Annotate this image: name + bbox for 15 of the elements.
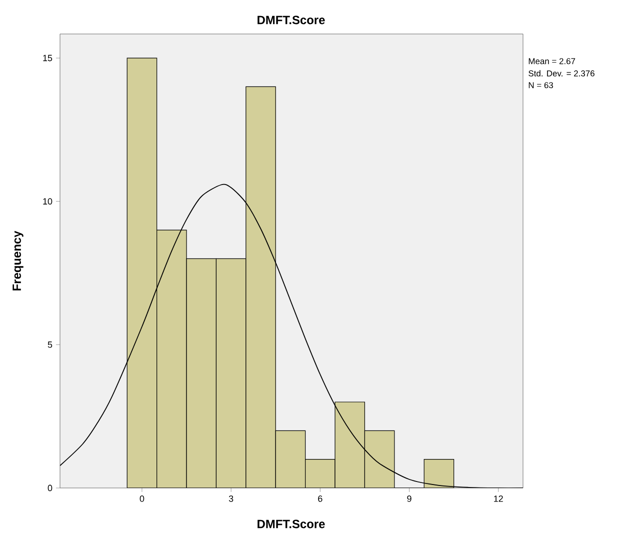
text: Std. Dev. = 2.376	[528, 70, 594, 76]
x-tick-label: 3	[228, 496, 234, 502]
y-tick-label: 0	[48, 484, 52, 492]
y-tick-label: 15	[43, 54, 52, 62]
y-tick-label: 5	[48, 342, 52, 348]
text: N = 63	[528, 82, 554, 88]
y-tick-label: 10	[43, 198, 52, 205]
y-axis-title: Frequency	[12, 230, 24, 290]
text: Mean = 2.67	[528, 58, 576, 64]
x-tick-label: 6	[318, 496, 322, 502]
x-axis-title: DMFT.Score	[258, 520, 325, 528]
x-tick-label: 0	[140, 496, 144, 502]
x-tick-label: 12	[494, 496, 503, 502]
x-tick-label: 9	[407, 496, 412, 502]
chart-title: DMFT.Score	[258, 16, 325, 24]
